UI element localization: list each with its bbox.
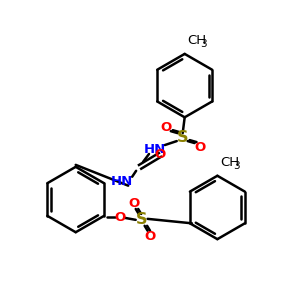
Text: 3: 3 [200, 39, 207, 49]
Text: O: O [194, 140, 205, 154]
Text: HN: HN [144, 142, 166, 155]
Text: O: O [144, 230, 155, 243]
Text: O: O [128, 196, 140, 209]
Text: O: O [154, 148, 166, 161]
Text: HN: HN [111, 175, 134, 188]
Text: CH: CH [220, 156, 239, 169]
Text: S: S [177, 130, 188, 145]
Text: S: S [136, 212, 147, 227]
Text: 3: 3 [233, 161, 240, 171]
Text: CH: CH [188, 34, 207, 47]
Text: O: O [114, 212, 125, 224]
Text: O: O [160, 121, 172, 134]
